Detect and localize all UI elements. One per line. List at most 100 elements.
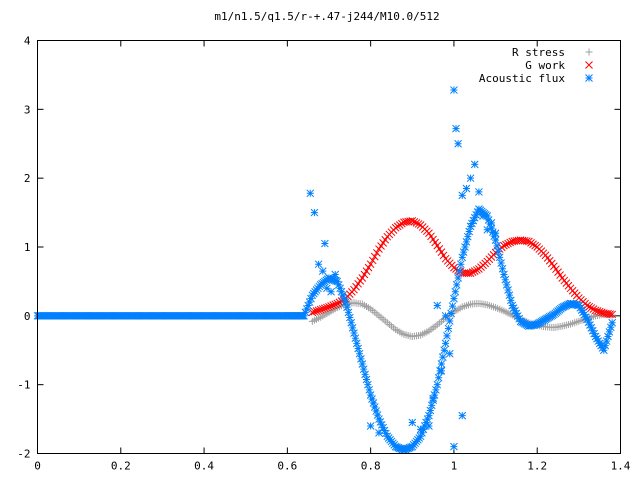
data-point bbox=[441, 339, 450, 348]
data-point bbox=[301, 308, 310, 317]
x-tick-label: 1 bbox=[451, 460, 458, 473]
legend-marker bbox=[585, 48, 593, 56]
data-point bbox=[454, 274, 462, 282]
data-point bbox=[466, 269, 475, 278]
data-point bbox=[443, 332, 451, 340]
data-point bbox=[444, 324, 453, 333]
data-point bbox=[335, 298, 344, 307]
data-point bbox=[372, 407, 381, 415]
data-point bbox=[447, 309, 456, 318]
data-point bbox=[595, 339, 604, 348]
data-point bbox=[506, 238, 514, 247]
y-tick-label: -2 bbox=[17, 448, 30, 461]
data-point bbox=[379, 423, 387, 432]
data-point bbox=[373, 411, 382, 419]
data-point bbox=[466, 174, 475, 183]
data-point bbox=[590, 329, 598, 338]
data-point bbox=[425, 422, 433, 430]
data-point bbox=[305, 298, 314, 306]
data-point bbox=[490, 232, 499, 240]
data-point bbox=[451, 287, 460, 296]
data-point bbox=[323, 284, 331, 293]
data-point bbox=[341, 298, 350, 306]
data-point bbox=[306, 189, 315, 198]
y-tick-label: 4 bbox=[24, 35, 31, 48]
x-tick-label: 0.4 bbox=[194, 460, 214, 473]
data-point bbox=[412, 219, 421, 227]
data-point bbox=[375, 415, 383, 423]
data-point bbox=[437, 367, 446, 375]
data-point bbox=[437, 360, 446, 368]
data-point bbox=[351, 334, 360, 343]
data-point bbox=[512, 309, 521, 318]
data-point bbox=[576, 303, 585, 312]
data-point bbox=[469, 216, 478, 225]
data-point bbox=[340, 294, 349, 303]
x-tick-label: 0.8 bbox=[361, 460, 381, 473]
data-point bbox=[597, 341, 605, 350]
data-point bbox=[416, 432, 425, 441]
data-point bbox=[373, 248, 381, 257]
data-point bbox=[357, 355, 365, 363]
data-point bbox=[364, 263, 373, 272]
data-point bbox=[498, 264, 507, 273]
data-point bbox=[454, 139, 462, 148]
data-point bbox=[470, 267, 479, 275]
data-point bbox=[343, 303, 351, 312]
x-tick-label: 0.2 bbox=[111, 460, 131, 473]
data-point bbox=[304, 301, 313, 310]
data-point bbox=[465, 227, 474, 236]
data-point bbox=[423, 415, 432, 423]
plot-frame bbox=[37, 40, 621, 454]
data-point bbox=[466, 222, 475, 231]
data-point bbox=[504, 239, 512, 248]
data-point bbox=[348, 324, 357, 332]
data-point bbox=[509, 304, 518, 313]
data-point bbox=[605, 328, 614, 336]
data-point bbox=[375, 428, 383, 437]
data-point bbox=[450, 86, 458, 94]
data-point bbox=[501, 275, 510, 284]
data-point bbox=[472, 266, 481, 274]
data-point bbox=[472, 211, 480, 219]
data-point bbox=[320, 239, 329, 248]
data-point bbox=[483, 212, 492, 220]
data-point bbox=[397, 445, 406, 453]
data-point bbox=[450, 294, 458, 303]
y-tick-label: 0 bbox=[24, 310, 31, 323]
data-point bbox=[333, 299, 342, 308]
data-point bbox=[368, 395, 376, 403]
data-point bbox=[511, 306, 519, 315]
data-point bbox=[368, 256, 377, 265]
data-point bbox=[323, 303, 331, 312]
data-point bbox=[345, 313, 354, 322]
legend-label: R stress bbox=[512, 46, 565, 59]
y-tick-label: 1 bbox=[24, 241, 31, 254]
x-tick-label: 0 bbox=[34, 460, 41, 473]
data-point bbox=[601, 341, 610, 350]
data-point bbox=[354, 344, 363, 353]
data-point bbox=[400, 446, 408, 454]
data-point bbox=[358, 274, 367, 282]
data-point bbox=[394, 443, 403, 452]
data-point bbox=[370, 252, 379, 261]
data-point bbox=[462, 184, 471, 193]
data-point bbox=[393, 443, 401, 452]
data-point bbox=[369, 399, 378, 407]
data-point bbox=[366, 391, 375, 399]
data-point bbox=[329, 275, 338, 284]
data-point bbox=[608, 310, 617, 319]
data-point bbox=[588, 326, 597, 335]
data-point bbox=[491, 229, 500, 238]
data-point bbox=[408, 216, 417, 225]
legend-label: Acoustic flux bbox=[479, 72, 565, 85]
data-point bbox=[418, 428, 426, 437]
data-point bbox=[336, 284, 344, 293]
data-point bbox=[606, 323, 615, 332]
data-point bbox=[310, 307, 319, 316]
data-point bbox=[513, 312, 522, 320]
data-point bbox=[333, 277, 342, 286]
data-point bbox=[331, 270, 340, 279]
